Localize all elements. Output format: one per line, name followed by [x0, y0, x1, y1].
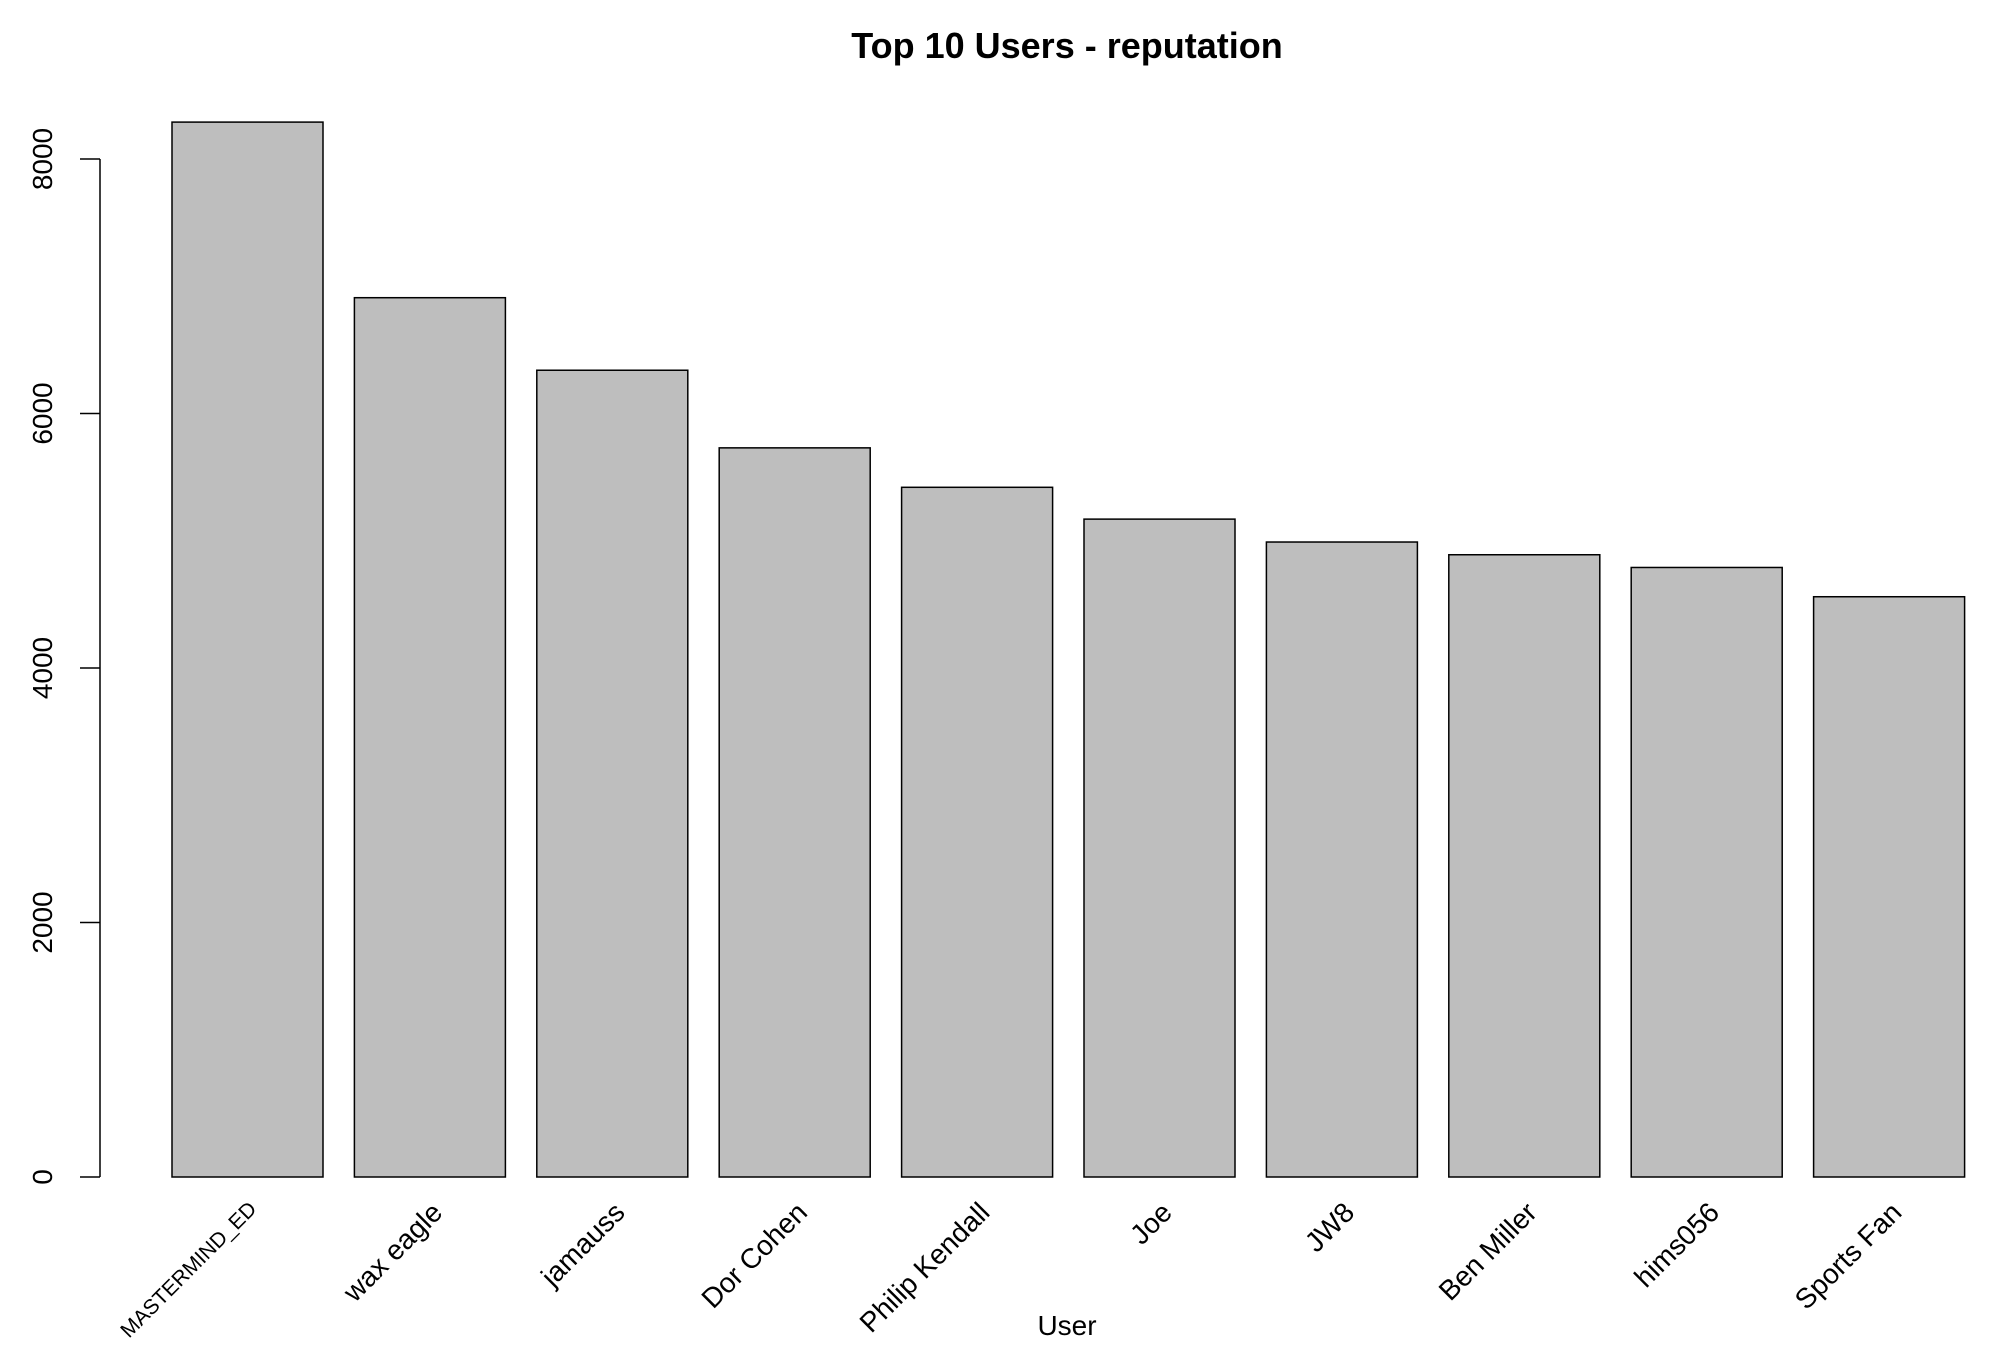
bar — [1083, 518, 1236, 1178]
x-tick-label: Sports Fan — [1789, 1196, 1908, 1315]
y-axis: 0 2000 4000 6000 8000 — [27, 128, 101, 1185]
x-tick-labels: MASTERMIND_ED wax eagle jamauss Dor Cohen Ph… — [116, 1196, 1907, 1342]
y-tick-label: 2000 — [27, 891, 58, 953]
bars-group — [171, 121, 1966, 1178]
y-tick-label: 8000 — [27, 128, 58, 190]
x-tick-label: Dor Cohen — [695, 1196, 813, 1314]
chart-title: Top 10 Users - reputation — [851, 25, 1282, 66]
x-tick-label: Philip Kendall — [854, 1196, 996, 1338]
x-tick-label: jamauss — [534, 1196, 630, 1292]
bar — [1448, 553, 1601, 1178]
bar — [900, 486, 1054, 1178]
y-tick-label: 4000 — [27, 637, 58, 699]
bar — [1630, 566, 1783, 1178]
x-tick-label: MASTERMIND_ED — [116, 1197, 261, 1342]
bar — [171, 121, 324, 1178]
y-tick-label: 0 — [27, 1169, 58, 1185]
bar — [536, 369, 689, 1178]
x-axis-label: User — [1037, 1310, 1096, 1341]
x-tick-label: hims056 — [1628, 1196, 1725, 1293]
bar — [353, 296, 507, 1178]
bar — [1812, 595, 1966, 1178]
y-tick-label: 6000 — [27, 382, 58, 444]
bar — [718, 447, 871, 1178]
x-tick-label: JW8 — [1299, 1196, 1361, 1258]
x-tick-label: wax eagle — [336, 1196, 448, 1308]
x-tick-label: Joe — [1124, 1196, 1178, 1250]
bar — [1265, 541, 1419, 1178]
x-tick-label: Ben Miller — [1433, 1196, 1543, 1306]
